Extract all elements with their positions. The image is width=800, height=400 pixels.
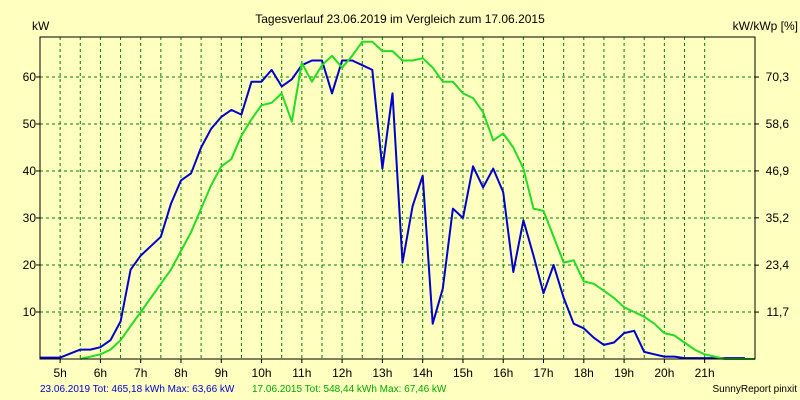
footer-series2-summary: 17.06.2015 Tot: 548,44 kWh Max: 67,46 kW (252, 384, 447, 395)
left-y-tick-label: 20 (23, 258, 37, 272)
x-tick-label: 19h (614, 366, 634, 380)
x-tick-label: 13h (372, 366, 392, 380)
series-line-1 (40, 59, 745, 360)
right-axis-unit-label: kW/kWp [%] (733, 19, 798, 33)
x-tick-label: 14h (413, 366, 433, 380)
right-y-tick-label: 23,4 (766, 258, 790, 272)
left-y-tick-label: 30 (23, 211, 37, 225)
x-tick-label: 20h (654, 366, 674, 380)
left-y-tick-label: 60 (23, 70, 37, 84)
right-y-tick-label: 70,3 (766, 70, 790, 84)
series-line-2 (80, 40, 755, 360)
x-tick-label: 5h (53, 366, 66, 380)
x-tick-label: 7h (134, 366, 147, 380)
x-tick-label: 17h (534, 366, 554, 380)
footer-series1-summary: 23.06.2019 Tot: 465,18 kWh Max: 63,66 kW (40, 384, 235, 395)
x-tick-label: 10h (252, 366, 272, 380)
right-y-tick-label: 46,9 (766, 164, 790, 178)
chart-title: Tagesverlauf 23.06.2019 im Vergleich zum… (255, 12, 545, 26)
left-y-tick-label: 50 (23, 117, 37, 131)
footer-credit: SunnyReport pinxit (713, 384, 798, 395)
right-y-tick-label: 11,7 (767, 305, 790, 319)
x-tick-label: 16h (493, 366, 513, 380)
x-tick-label: 12h (332, 366, 352, 380)
x-tick-label: 11h (292, 366, 311, 380)
x-tick-label: 21h (695, 366, 715, 380)
right-y-tick-label: 58,6 (766, 117, 790, 131)
data-series (40, 40, 755, 360)
right-y-tick-label: 35,2 (766, 211, 790, 225)
left-y-tick-label: 10 (23, 305, 37, 319)
left-axis-unit-label: kW (32, 19, 50, 33)
x-tick-label: 15h (453, 366, 473, 380)
x-tick-label: 9h (215, 366, 228, 380)
axis-ticks: 5h 6h 7h 8h 9h 10h 11h 12h 13h 14h 15h 16h 17h 18h 19h… (23, 70, 790, 380)
x-tick-label: 18h (574, 366, 594, 380)
plot-frame (39, 36, 756, 360)
left-y-tick-label: 40 (23, 164, 37, 178)
x-tick-label: 8h (174, 366, 187, 380)
x-tick-label: 6h (94, 366, 107, 380)
